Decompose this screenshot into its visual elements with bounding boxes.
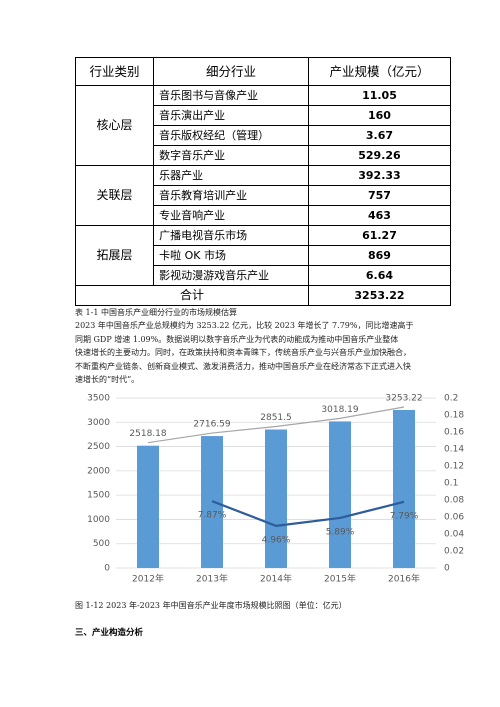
x-tick-label: 2014年 (260, 573, 292, 585)
paragraph-line: 同期 GDP 增速 1.09%。数据说明以数字音乐产业为代表的动能成为推动中国音… (75, 334, 399, 344)
y2-tick-label: 0 (444, 564, 450, 574)
y2-tick-label: 0.06 (444, 513, 464, 523)
y2-tick-label: 0.1 (444, 479, 458, 489)
bar (393, 409, 415, 568)
line-label: 5.89% (326, 527, 355, 537)
y-tick-label: 0 (104, 564, 110, 574)
total-value: 3253.22 (307, 285, 452, 306)
figure-caption: 图 1-12 2023 年-2023 年中国音乐产业年度市场规模比照图（单位：亿… (75, 601, 347, 610)
value-cell: 529.26 (307, 145, 452, 166)
header-cell: 细分行业 (153, 57, 309, 86)
table-row: 核心层 音乐图书与音像产业 11.05 (74, 85, 452, 166)
table-row: 数字音乐产业 529.26 (76, 145, 452, 166)
y-tick-label: 2000 (87, 466, 110, 476)
line-label: 7.79% (390, 511, 419, 521)
segment-cell: 数字音乐产业 (153, 145, 309, 166)
section-heading: 三、产业构造分析 (75, 628, 144, 638)
y-tick-label: 500 (93, 539, 110, 549)
y2-tick-label: 0.16 (444, 428, 464, 438)
y2-tick-label: 0.2 (444, 394, 458, 404)
x-tick-label: 2013年 (196, 573, 228, 585)
segment-cell: 音乐演出产业 (153, 105, 309, 126)
total-row: 合计 3253.22 (75, 285, 452, 306)
line-label: 4.96% (262, 535, 291, 545)
y-tick-label: 1000 (87, 515, 110, 525)
table-caption: 表 1-1 中国音乐产业细分行业的市场规模估算 (75, 308, 237, 317)
paragraph-line: 不断重构产业链条、创新商业模式、激发消费活力，推动中国音乐产业在经济常态下正式进… (75, 361, 411, 371)
trend-line (147, 406, 405, 444)
paragraph-line: 快速增长的主要动力。同时，在政策扶持和资本青睐下，传统音乐产业与兴音乐产业加快融… (75, 348, 411, 357)
y-tick-label: 3500 (87, 394, 110, 404)
bar-label: 2851.5 (260, 413, 292, 423)
bar-label: 3253.22 (385, 393, 422, 403)
x-tick-label: 2015年 (324, 573, 356, 585)
bar (265, 429, 287, 568)
bar-label: 2518.18 (129, 429, 166, 439)
table-row: 音乐版权经纪（管理） 3.67 (76, 125, 452, 146)
x-tick-label: 2012年 (132, 573, 164, 585)
y-tick-label: 1500 (87, 491, 110, 501)
y-tick-label: 2500 (87, 442, 110, 452)
market-table: 行业类别 细分行业 产业规模（亿元） 核心层 音乐图书与音像产业 11.05 音乐演出产业 1… (74, 57, 452, 306)
y2-tick-label: 0.02 (444, 547, 464, 557)
paragraph: 2023 年中国音乐产业总规模约为 3253.22 亿元，比较 2023 年增长… (75, 319, 455, 387)
y2-tick-label: 0.12 (444, 462, 464, 472)
category-cell: 核心层 (74, 85, 155, 166)
y-tick-label: 3000 (87, 418, 110, 428)
table-row: 音乐教育培训产业 757 (76, 185, 452, 206)
header-row: 行业类别 细分行业 产业规模（亿元） (74, 57, 452, 86)
category-cell: 关联层 (74, 165, 155, 226)
segment-cell: 音乐版权经纪（管理） (153, 125, 309, 146)
table-row: 拓展层 广播电视音乐市场 61.27 (74, 225, 452, 286)
segment-cell: 卡啦 OK 市场 (153, 245, 309, 266)
paragraph-line: 2023 年中国音乐产业总规模约为 3253.22 亿元，比较 2023 年增长… (75, 321, 414, 330)
line-label: 7.87% (198, 511, 227, 521)
total-label: 合计 (75, 285, 309, 306)
table-row: 卡啦 OK 市场 869 (76, 245, 452, 266)
y2-tick-label: 0.04 (444, 530, 464, 540)
bar-label: 2716.59 (193, 420, 230, 430)
bar (137, 445, 159, 568)
y2-tick-label: 0.14 (444, 445, 464, 455)
y2-tick-label: 0.18 (444, 411, 464, 421)
line (211, 500, 405, 527)
table-row: 影视动漫游戏音乐产业 6.64 (76, 265, 452, 286)
y2-tick-label: 0.08 (444, 496, 464, 506)
segment-cell: 音乐教育培训产业 (153, 185, 309, 206)
table-row: 专业音响产业 463 (76, 205, 452, 226)
paragraph-line: 速增长的“时代”。 (75, 375, 140, 384)
x-tick-label: 2016年 (388, 573, 420, 585)
value-cell: 463 (307, 205, 452, 226)
segment-cell: 影视动漫游戏音乐产业 (153, 265, 309, 286)
header-cell: 行业类别 (74, 57, 155, 86)
bar-label: 3018.19 (321, 405, 358, 415)
category-cell: 拓展层 (74, 225, 155, 286)
bar (329, 421, 351, 568)
